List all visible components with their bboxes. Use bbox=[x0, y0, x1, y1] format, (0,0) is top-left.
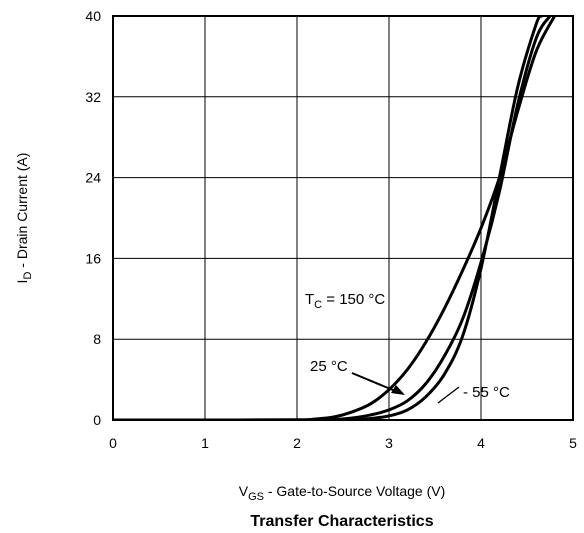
annotation-25c-arrow-line bbox=[351, 372, 401, 394]
tick-labels: 0 1 2 3 4 5 0 8 16 24 32 40 bbox=[85, 8, 577, 451]
annotation-25c-arrowhead bbox=[391, 385, 405, 395]
annotation-m55c: - 55 °C bbox=[463, 384, 510, 401]
x-tick-label: 3 bbox=[385, 435, 393, 451]
annotation-25c: 25 °C bbox=[310, 358, 348, 375]
y-tick-label: 24 bbox=[85, 170, 101, 186]
annotation-150c: TC = 150 °C bbox=[305, 291, 385, 311]
y-tick-label: 40 bbox=[85, 8, 101, 24]
plot-frame bbox=[112, 15, 574, 421]
x-tick-label: 0 bbox=[109, 435, 117, 451]
x-tick-label: 4 bbox=[477, 435, 485, 451]
annotation-m55c-leader bbox=[437, 386, 460, 404]
chart-title: Transfer Characteristics bbox=[250, 513, 433, 530]
y-tick-label: 8 bbox=[93, 331, 101, 347]
y-tick-label: 16 bbox=[85, 250, 101, 266]
x-tick-label: 1 bbox=[201, 435, 209, 451]
x-axis-title: VGS - Gate-to-Source Voltage (V) bbox=[239, 483, 446, 503]
x-tick-label: 5 bbox=[569, 435, 577, 451]
y-tick-label: 0 bbox=[93, 412, 101, 428]
grid bbox=[113, 16, 573, 420]
y-tick-label: 32 bbox=[85, 89, 101, 105]
y-axis-title: ID - Drain Current (A) bbox=[14, 153, 34, 284]
x-tick-label: 2 bbox=[293, 435, 301, 451]
